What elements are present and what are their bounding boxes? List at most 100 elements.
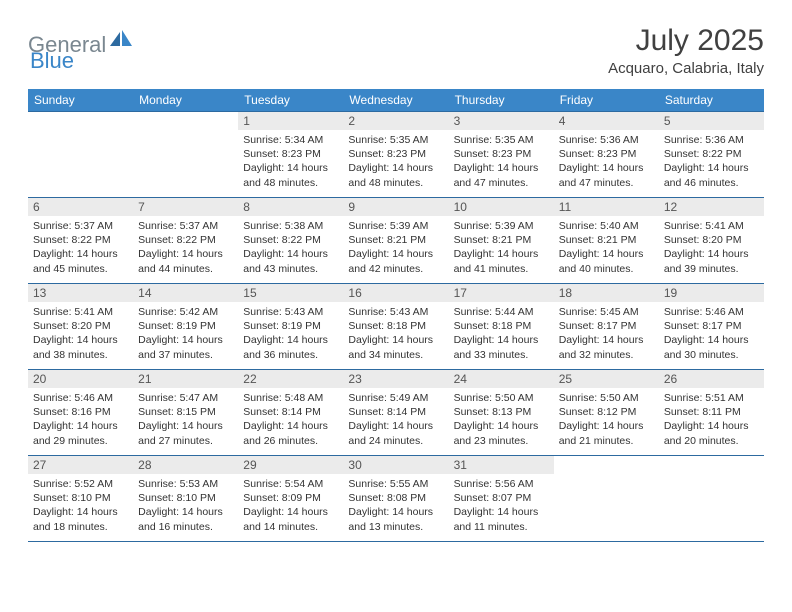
sunset-line: Sunset: 8:10 PM <box>138 491 233 505</box>
day-details: Sunrise: 5:38 AMSunset: 8:22 PMDaylight:… <box>238 216 343 279</box>
sunset-line: Sunset: 8:18 PM <box>454 319 549 333</box>
calendar-day-cell: 25Sunrise: 5:50 AMSunset: 8:12 PMDayligh… <box>554 370 659 456</box>
day-details: Sunrise: 5:37 AMSunset: 8:22 PMDaylight:… <box>133 216 238 279</box>
calendar-day-cell: 28Sunrise: 5:53 AMSunset: 8:10 PMDayligh… <box>133 456 238 542</box>
daylight-line: Daylight: 14 hours and 48 minutes. <box>243 161 338 189</box>
sunrise-line: Sunrise: 5:45 AM <box>559 305 654 319</box>
sunset-line: Sunset: 8:14 PM <box>348 405 443 419</box>
daylight-line: Daylight: 14 hours and 34 minutes. <box>348 333 443 361</box>
sunset-line: Sunset: 8:17 PM <box>664 319 759 333</box>
logo-sail-icon <box>110 30 132 53</box>
sunrise-line: Sunrise: 5:37 AM <box>33 219 128 233</box>
calendar-week-row: 1Sunrise: 5:34 AMSunset: 8:23 PMDaylight… <box>28 112 764 198</box>
day-header: Sunday <box>28 89 133 112</box>
sunrise-line: Sunrise: 5:35 AM <box>348 133 443 147</box>
calendar-empty-cell <box>554 456 659 542</box>
sunrise-line: Sunrise: 5:55 AM <box>348 477 443 491</box>
sunset-line: Sunset: 8:10 PM <box>33 491 128 505</box>
sunrise-line: Sunrise: 5:41 AM <box>33 305 128 319</box>
daylight-line: Daylight: 14 hours and 38 minutes. <box>33 333 128 361</box>
daylight-line: Daylight: 14 hours and 20 minutes. <box>664 419 759 447</box>
daylight-line: Daylight: 14 hours and 47 minutes. <box>454 161 549 189</box>
day-details: Sunrise: 5:43 AMSunset: 8:18 PMDaylight:… <box>343 302 448 365</box>
calendar-day-cell: 6Sunrise: 5:37 AMSunset: 8:22 PMDaylight… <box>28 198 133 284</box>
daylight-line: Daylight: 14 hours and 43 minutes. <box>243 247 338 275</box>
sunrise-line: Sunrise: 5:34 AM <box>243 133 338 147</box>
calendar-day-cell: 31Sunrise: 5:56 AMSunset: 8:07 PMDayligh… <box>449 456 554 542</box>
sunrise-line: Sunrise: 5:43 AM <box>243 305 338 319</box>
sunrise-line: Sunrise: 5:38 AM <box>243 219 338 233</box>
calendar-day-cell: 16Sunrise: 5:43 AMSunset: 8:18 PMDayligh… <box>343 284 448 370</box>
calendar-day-cell: 9Sunrise: 5:39 AMSunset: 8:21 PMDaylight… <box>343 198 448 284</box>
day-number: 15 <box>238 284 343 302</box>
daylight-line: Daylight: 14 hours and 32 minutes. <box>559 333 654 361</box>
calendar-day-cell: 13Sunrise: 5:41 AMSunset: 8:20 PMDayligh… <box>28 284 133 370</box>
sunset-line: Sunset: 8:22 PM <box>243 233 338 247</box>
sunset-line: Sunset: 8:19 PM <box>138 319 233 333</box>
sunrise-line: Sunrise: 5:36 AM <box>559 133 654 147</box>
header: General July 2025 Acquaro, Calabria, Ita… <box>28 24 764 77</box>
logo-word-blue: Blue <box>30 48 74 73</box>
sunset-line: Sunset: 8:17 PM <box>559 319 654 333</box>
calendar-day-cell: 7Sunrise: 5:37 AMSunset: 8:22 PMDaylight… <box>133 198 238 284</box>
calendar-day-cell: 11Sunrise: 5:40 AMSunset: 8:21 PMDayligh… <box>554 198 659 284</box>
calendar-empty-cell <box>659 456 764 542</box>
daylight-line: Daylight: 14 hours and 30 minutes. <box>664 333 759 361</box>
day-details: Sunrise: 5:56 AMSunset: 8:07 PMDaylight:… <box>449 474 554 537</box>
calendar-head: SundayMondayTuesdayWednesdayThursdayFrid… <box>28 89 764 112</box>
calendar-day-cell: 18Sunrise: 5:45 AMSunset: 8:17 PMDayligh… <box>554 284 659 370</box>
sunrise-line: Sunrise: 5:51 AM <box>664 391 759 405</box>
sunset-line: Sunset: 8:19 PM <box>243 319 338 333</box>
sunrise-line: Sunrise: 5:46 AM <box>33 391 128 405</box>
daylight-line: Daylight: 14 hours and 14 minutes. <box>243 505 338 533</box>
sunrise-line: Sunrise: 5:56 AM <box>454 477 549 491</box>
day-details: Sunrise: 5:45 AMSunset: 8:17 PMDaylight:… <box>554 302 659 365</box>
day-details: Sunrise: 5:36 AMSunset: 8:23 PMDaylight:… <box>554 130 659 193</box>
calendar-day-cell: 23Sunrise: 5:49 AMSunset: 8:14 PMDayligh… <box>343 370 448 456</box>
sunrise-line: Sunrise: 5:53 AM <box>138 477 233 491</box>
calendar-day-cell: 20Sunrise: 5:46 AMSunset: 8:16 PMDayligh… <box>28 370 133 456</box>
daylight-line: Daylight: 14 hours and 29 minutes. <box>33 419 128 447</box>
day-number: 19 <box>659 284 764 302</box>
sunrise-line: Sunrise: 5:47 AM <box>138 391 233 405</box>
sunset-line: Sunset: 8:07 PM <box>454 491 549 505</box>
location: Acquaro, Calabria, Italy <box>608 60 764 77</box>
daylight-line: Daylight: 14 hours and 13 minutes. <box>348 505 443 533</box>
day-number: 16 <box>343 284 448 302</box>
daylight-line: Daylight: 14 hours and 33 minutes. <box>454 333 549 361</box>
day-number: 8 <box>238 198 343 216</box>
day-header: Wednesday <box>343 89 448 112</box>
day-number: 27 <box>28 456 133 474</box>
sunrise-line: Sunrise: 5:35 AM <box>454 133 549 147</box>
day-header: Monday <box>133 89 238 112</box>
day-details: Sunrise: 5:47 AMSunset: 8:15 PMDaylight:… <box>133 388 238 451</box>
day-details: Sunrise: 5:43 AMSunset: 8:19 PMDaylight:… <box>238 302 343 365</box>
day-number: 14 <box>133 284 238 302</box>
calendar-day-cell: 5Sunrise: 5:36 AMSunset: 8:22 PMDaylight… <box>659 112 764 198</box>
day-details: Sunrise: 5:37 AMSunset: 8:22 PMDaylight:… <box>28 216 133 279</box>
day-number: 31 <box>449 456 554 474</box>
sunrise-line: Sunrise: 5:43 AM <box>348 305 443 319</box>
sunrise-line: Sunrise: 5:50 AM <box>559 391 654 405</box>
day-number: 22 <box>238 370 343 388</box>
daylight-line: Daylight: 14 hours and 46 minutes. <box>664 161 759 189</box>
month-title: July 2025 <box>608 24 764 58</box>
sunrise-line: Sunrise: 5:36 AM <box>664 133 759 147</box>
day-number: 9 <box>343 198 448 216</box>
day-number: 3 <box>449 112 554 130</box>
sunrise-line: Sunrise: 5:37 AM <box>138 219 233 233</box>
day-details: Sunrise: 5:48 AMSunset: 8:14 PMDaylight:… <box>238 388 343 451</box>
calendar-day-cell: 1Sunrise: 5:34 AMSunset: 8:23 PMDaylight… <box>238 112 343 198</box>
day-number: 7 <box>133 198 238 216</box>
sunset-line: Sunset: 8:09 PM <box>243 491 338 505</box>
day-number: 2 <box>343 112 448 130</box>
sunset-line: Sunset: 8:22 PM <box>33 233 128 247</box>
sunset-line: Sunset: 8:08 PM <box>348 491 443 505</box>
daylight-line: Daylight: 14 hours and 48 minutes. <box>348 161 443 189</box>
daylight-line: Daylight: 14 hours and 27 minutes. <box>138 419 233 447</box>
day-number: 24 <box>449 370 554 388</box>
day-number: 23 <box>343 370 448 388</box>
day-details: Sunrise: 5:40 AMSunset: 8:21 PMDaylight:… <box>554 216 659 279</box>
sunrise-line: Sunrise: 5:42 AM <box>138 305 233 319</box>
day-number: 21 <box>133 370 238 388</box>
